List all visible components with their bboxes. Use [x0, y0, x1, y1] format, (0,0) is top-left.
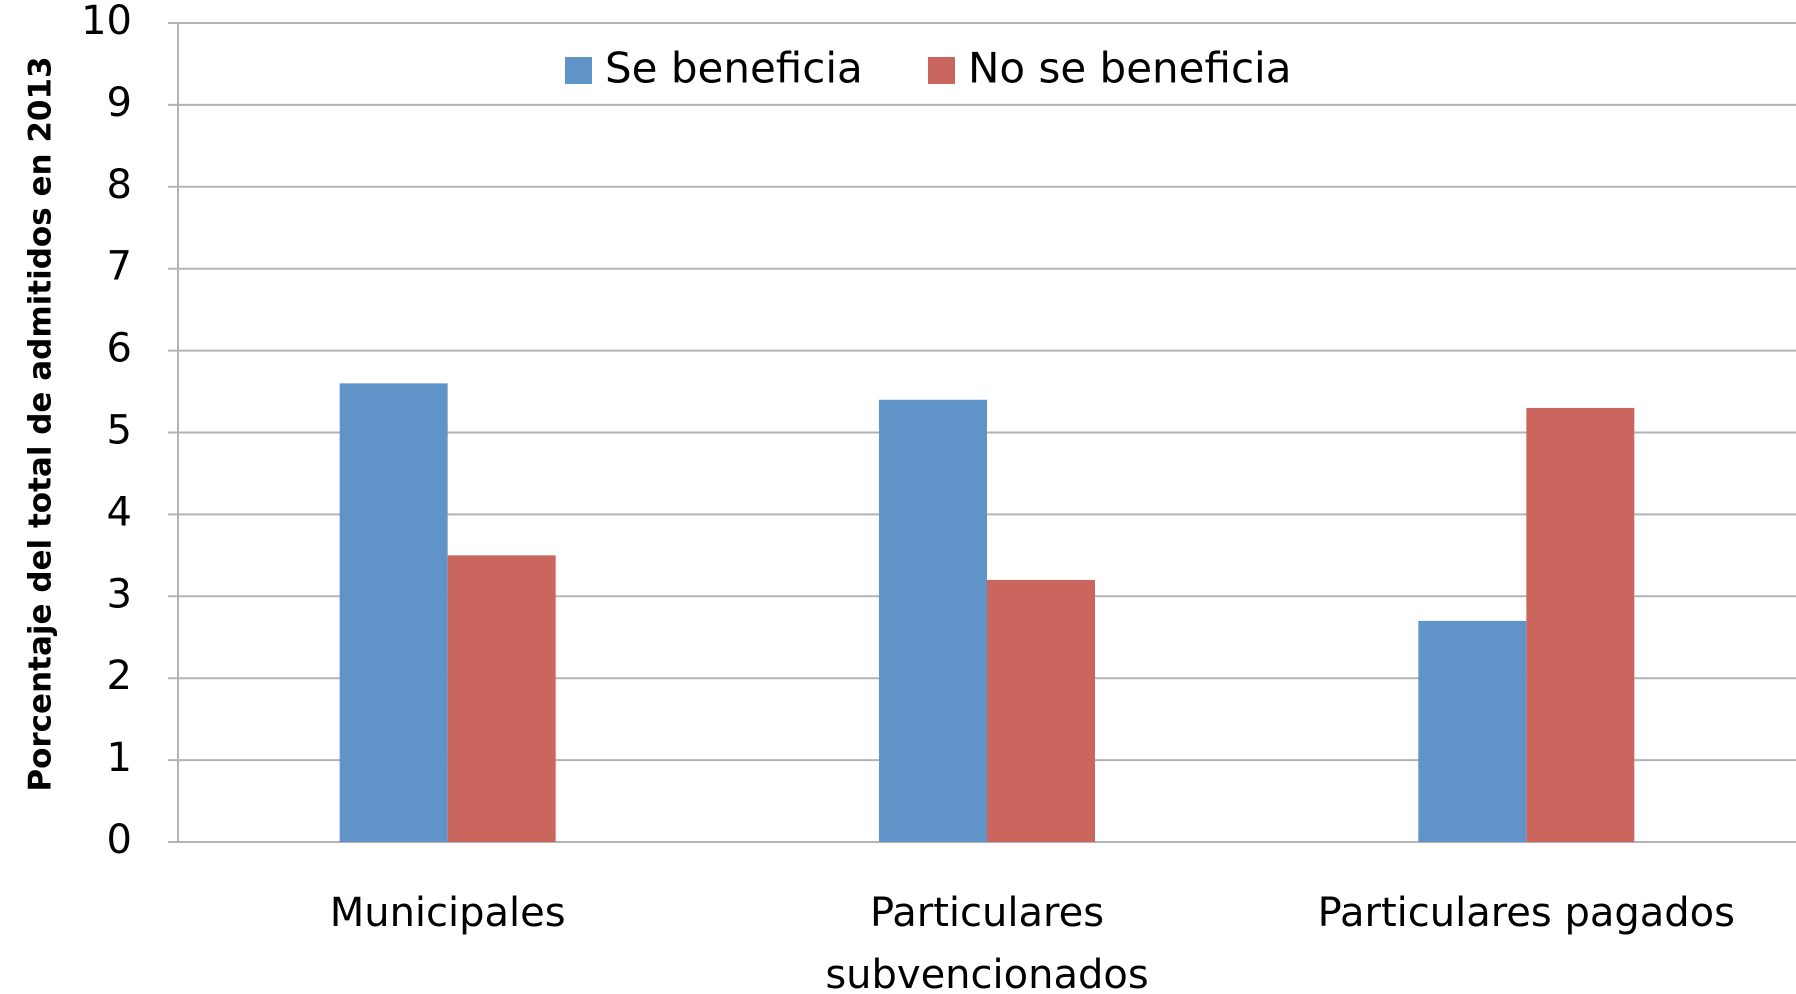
- x-tick-label: Municipales: [329, 890, 566, 936]
- y-tick-label: 0: [107, 817, 132, 863]
- y-axis-label: Porcentaje del total de admitidos en 201…: [23, 56, 59, 791]
- y-tick-label: 5: [107, 408, 132, 454]
- y-tick-label: 4: [107, 489, 132, 535]
- y-tick-label: 9: [107, 80, 132, 126]
- legend-label: Se beneficia: [605, 44, 863, 93]
- legend-swatch: [928, 57, 955, 84]
- legend-swatch: [565, 57, 592, 84]
- y-tick-label: 1: [107, 735, 132, 781]
- x-tick-label: Particulares pagados: [1317, 890, 1735, 936]
- y-tick-label: 8: [107, 162, 132, 208]
- bar: [339, 383, 448, 842]
- legend-label: No se beneficia: [968, 44, 1291, 93]
- y-tick-label: 3: [107, 571, 132, 617]
- y-tick-label: 10: [81, 0, 132, 44]
- bar: [879, 399, 987, 842]
- x-tick-label: Particulares subvencionados: [825, 890, 1149, 994]
- bar: [1418, 620, 1527, 842]
- y-tick-label: 2: [107, 653, 132, 699]
- bar: [447, 555, 556, 842]
- y-tick-label: 7: [107, 244, 132, 290]
- bar: [987, 579, 1095, 842]
- y-tick-label: 6: [107, 326, 132, 372]
- bar: [1526, 407, 1635, 842]
